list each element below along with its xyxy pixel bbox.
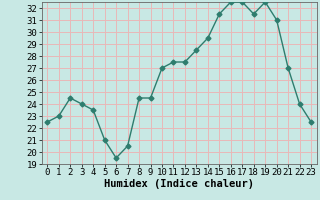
X-axis label: Humidex (Indice chaleur): Humidex (Indice chaleur) <box>104 179 254 189</box>
